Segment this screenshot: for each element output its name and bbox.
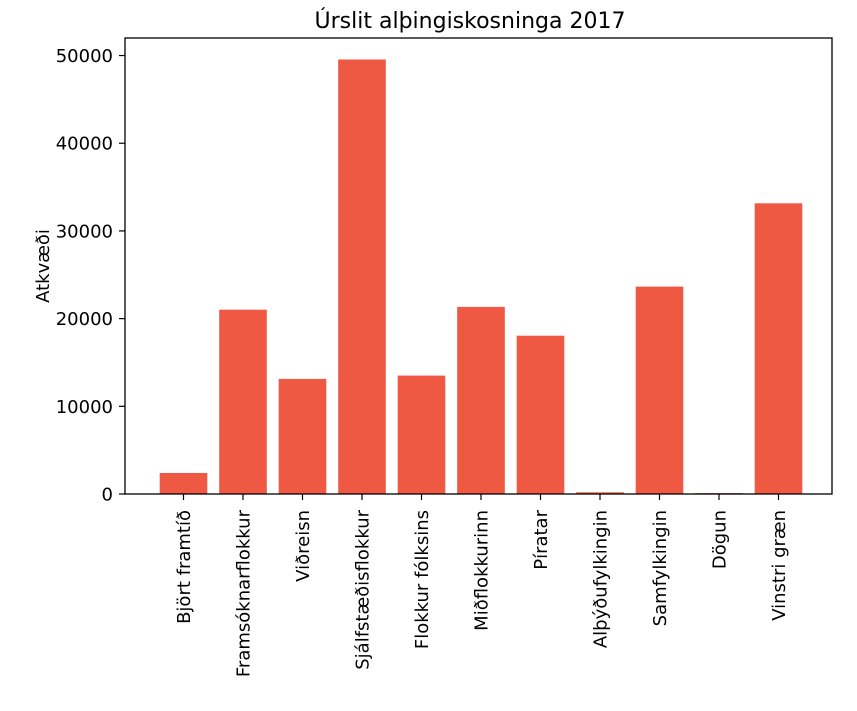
- bar: [159, 473, 208, 494]
- x-tick-label: Björt framtíð: [174, 510, 195, 624]
- x-tick-label: Framsóknarflokkur: [234, 509, 255, 677]
- y-tick-label: 10000: [56, 397, 113, 418]
- x-tick-label: Sjálfstæðisflokkur: [353, 509, 374, 669]
- bar: [457, 306, 505, 494]
- plot-frame: [124, 37, 833, 495]
- chart-title: Úrslit alþingiskosninga 2017: [315, 8, 626, 34]
- x-tick-label: Vinstri græn: [769, 510, 790, 621]
- bar: [576, 492, 624, 494]
- y-tick-label: 30000: [56, 221, 113, 242]
- bar: [397, 375, 446, 494]
- x-tick-label: Miðflokkurinn: [472, 510, 493, 631]
- x-tick-label: Samfylkingin: [650, 510, 671, 626]
- bar: [516, 335, 565, 494]
- x-tick-label: Viðreisn: [293, 510, 314, 582]
- y-tick-label: 0: [102, 485, 113, 506]
- y-axis-ticks: 0 10000 20000 30000 40000 50000: [56, 46, 125, 506]
- bar: [338, 59, 386, 494]
- x-tick-label: Píratar: [531, 509, 552, 569]
- bar: [754, 203, 803, 495]
- bar: [278, 378, 327, 494]
- x-tick-label: Dögun: [710, 510, 731, 569]
- y-tick-label: 50000: [56, 46, 113, 67]
- x-tick-label: Flokkur fólksins: [412, 510, 433, 649]
- x-tick-label: Alþýðufylkingin: [591, 510, 612, 648]
- y-tick-label: 20000: [56, 309, 113, 330]
- bar: [635, 286, 684, 494]
- bar: [219, 309, 267, 494]
- y-tick-label: 40000: [56, 134, 113, 155]
- x-axis-ticks: Björt framtíð Framsóknarflokkur Viðreisn Sj…: [174, 494, 790, 677]
- y-axis-label: Atkvæði: [33, 229, 54, 303]
- bars: [159, 59, 803, 495]
